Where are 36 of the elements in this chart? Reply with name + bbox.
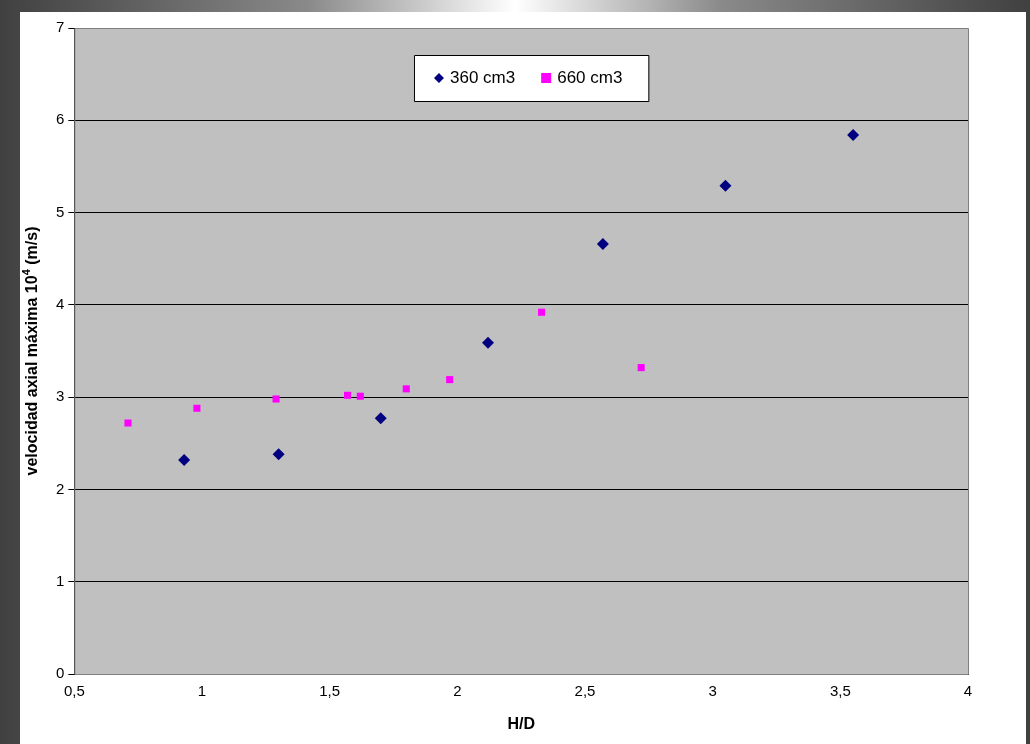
point bbox=[402, 385, 410, 393]
point bbox=[374, 412, 387, 425]
y-tick-label: 3 bbox=[56, 387, 65, 405]
x-tick-label: 2 bbox=[453, 682, 462, 700]
point bbox=[178, 453, 191, 466]
x-tick-label: 4 bbox=[963, 682, 973, 700]
point bbox=[344, 391, 352, 399]
point bbox=[847, 129, 860, 142]
y-axis-title: velocidad axial máxima 104 (m/s) bbox=[20, 226, 41, 476]
point bbox=[193, 404, 201, 412]
point bbox=[124, 419, 132, 427]
y-tick-label: 7 bbox=[56, 18, 65, 36]
point bbox=[446, 376, 454, 384]
x-axis-title: H/D bbox=[507, 715, 535, 733]
x-tick-label: 2,5 bbox=[574, 682, 596, 700]
point bbox=[637, 364, 645, 372]
point bbox=[538, 308, 546, 316]
x-tick-label: 1,5 bbox=[319, 682, 341, 700]
y-tick-label: 5 bbox=[56, 202, 65, 220]
legend-label: 360 cm3 bbox=[449, 67, 516, 87]
legend-label: 660 cm3 bbox=[557, 67, 623, 87]
y-tick-label: 4 bbox=[56, 295, 65, 312]
x-tick-label: 3,5 bbox=[829, 682, 851, 700]
x-tick-label: 1 bbox=[197, 682, 207, 700]
y-tick-label: 0 bbox=[56, 664, 65, 682]
x-tick-label: 0,5 bbox=[63, 682, 85, 700]
point bbox=[356, 392, 364, 400]
point bbox=[719, 179, 732, 192]
y-tick-label: 1 bbox=[56, 571, 65, 589]
point bbox=[272, 395, 280, 403]
y-tick-label: 2 bbox=[56, 479, 65, 497]
point bbox=[272, 448, 285, 461]
point bbox=[596, 237, 609, 250]
y-tick-label: 6 bbox=[56, 110, 65, 128]
x-tick-label: 3 bbox=[708, 682, 717, 700]
point bbox=[481, 336, 494, 349]
